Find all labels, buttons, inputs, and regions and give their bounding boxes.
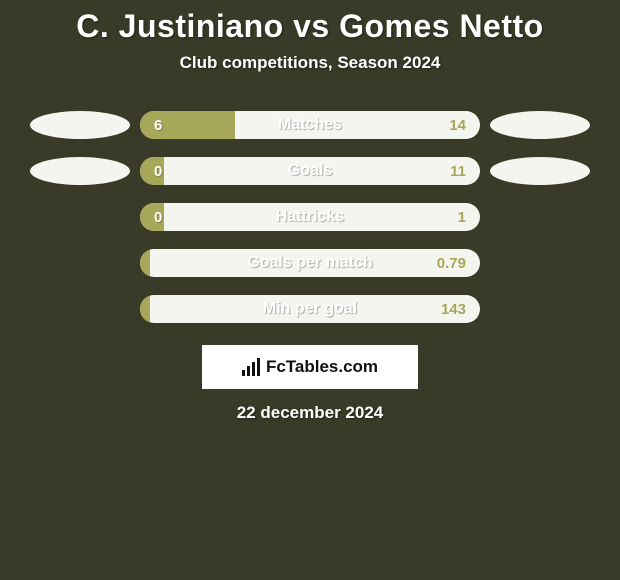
date-label: 22 december 2024 [0,403,620,423]
subtitle: Club competitions, Season 2024 [0,53,620,73]
logo-text: FcTables.com [266,357,378,377]
stat-left-value: 0 [154,209,162,226]
player-right-ellipse [490,157,590,185]
chart-icon [242,358,260,376]
stat-row: Goals per match 0.79 [0,249,620,277]
stat-bar-fill [140,295,150,323]
stat-label: Matches [278,116,342,134]
stat-row: 0 Goals 11 [0,157,620,185]
stat-row: 0 Hattricks 1 [0,203,620,231]
stats-rows: 6 Matches 14 0 Goals 11 0 Hattricks 1 Goals per m… [0,111,620,323]
stat-row: Min per goal 143 [0,295,620,323]
stat-label: Min per goal [263,300,357,318]
stat-row: 6 Matches 14 [0,111,620,139]
stat-right-value: 14 [449,117,466,134]
logo-box[interactable]: FcTables.com [202,345,418,389]
stat-bar: Goals per match 0.79 [140,249,480,277]
player-left-ellipse [30,111,130,139]
stat-label: Goals [288,162,332,180]
stat-right-value: 0.79 [437,255,466,272]
stat-bar: 0 Hattricks 1 [140,203,480,231]
stat-right-value: 1 [458,209,466,226]
stat-label: Hattricks [276,208,344,226]
comparison-container: C. Justiniano vs Gomes Netto Club compet… [0,0,620,423]
stat-right-value: 11 [450,163,466,180]
stat-bar: Min per goal 143 [140,295,480,323]
stat-left-value: 0 [154,163,162,180]
player-left-ellipse [30,157,130,185]
player-right-ellipse [490,111,590,139]
page-title: C. Justiniano vs Gomes Netto [0,8,620,45]
logo: FcTables.com [242,357,378,377]
stat-label: Goals per match [247,254,372,272]
stat-right-value: 143 [441,301,466,318]
stat-bar: 0 Goals 11 [140,157,480,185]
stat-bar: 6 Matches 14 [140,111,480,139]
stat-left-value: 6 [154,117,162,134]
stat-bar-fill [140,249,150,277]
